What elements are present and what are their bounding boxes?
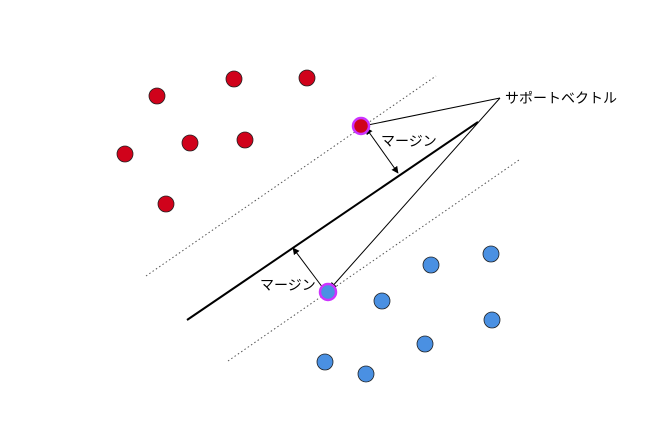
blue-point — [373, 292, 391, 310]
red-point — [298, 69, 316, 87]
class-blue-points — [316, 245, 501, 383]
lower-margin-arrow — [292, 247, 327, 293]
red-point — [181, 134, 199, 152]
upper-margin-arrow — [365, 127, 399, 174]
blue-point — [416, 335, 434, 353]
red-point — [148, 87, 166, 105]
blue-point — [357, 365, 375, 383]
upper-margin-boundary — [145, 75, 437, 277]
blue-point — [422, 256, 440, 274]
margin-label-lower: マージン — [260, 278, 316, 294]
red-point — [236, 131, 254, 149]
blue-point — [482, 245, 500, 263]
support-vector-upper — [351, 116, 371, 136]
margin-label-upper: マージン — [381, 134, 437, 150]
support-vector-label: サポートベクトル — [505, 91, 617, 107]
class-red-points — [116, 69, 316, 213]
blue-point — [316, 353, 334, 371]
lower-margin-boundary — [227, 159, 520, 362]
support-vector-lower — [318, 282, 338, 302]
sv-pointer-lower — [329, 97, 501, 290]
red-point — [225, 70, 243, 88]
sv-pointer-upper — [362, 97, 501, 129]
red-point — [157, 195, 175, 213]
blue-point — [483, 311, 501, 329]
red-point — [116, 145, 134, 163]
decision-boundary — [186, 121, 479, 321]
